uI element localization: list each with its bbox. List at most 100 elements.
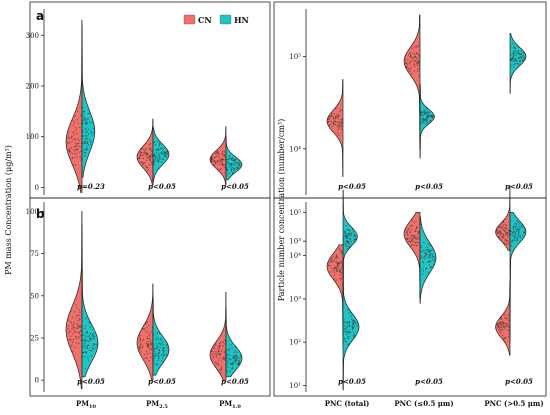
- data-point: [333, 260, 335, 262]
- data-point: [165, 155, 167, 157]
- data-point: [94, 347, 96, 349]
- data-point: [414, 59, 417, 61]
- p-value-a-right-2: p<0.05: [505, 182, 533, 191]
- data-point: [217, 352, 220, 355]
- data-point: [234, 162, 237, 165]
- data-point: [78, 151, 80, 154]
- data-point: [428, 250, 431, 253]
- data-point: [78, 325, 80, 327]
- data-point: [158, 153, 160, 155]
- data-point: [232, 363, 234, 365]
- data-point: [231, 364, 234, 366]
- data-point: [66, 141, 69, 144]
- data-point: [75, 335, 77, 338]
- data-point: [430, 115, 433, 118]
- data-point: [76, 156, 79, 158]
- data-point: [224, 167, 226, 169]
- data-point: [423, 109, 426, 111]
- data-point: [419, 118, 421, 120]
- data-point: [158, 356, 160, 358]
- data-point: [411, 225, 413, 227]
- data-point: [82, 119, 85, 121]
- data-point: [423, 113, 425, 116]
- data-point: [77, 110, 79, 113]
- data-point: [157, 355, 159, 357]
- legend: CN HN: [183, 14, 249, 25]
- data-point: [69, 330, 71, 333]
- data-point: [161, 343, 163, 345]
- data-point: [422, 119, 424, 121]
- data-point: [93, 338, 95, 341]
- data-point: [338, 271, 341, 273]
- data-point: [424, 257, 426, 260]
- data-point: [337, 126, 339, 128]
- data-point: [514, 237, 516, 240]
- data-point: [220, 350, 223, 353]
- data-point: [75, 145, 77, 148]
- data-point: [74, 150, 76, 152]
- data-point: [150, 161, 152, 164]
- data-point: [87, 347, 89, 350]
- data-point: [226, 161, 229, 164]
- data-point: [501, 236, 504, 238]
- data-point: [431, 258, 433, 261]
- data-point: [430, 244, 432, 247]
- data-point: [332, 122, 334, 125]
- data-point: [505, 322, 507, 324]
- data-point: [160, 360, 163, 362]
- data-point: [512, 228, 515, 230]
- data-point: [409, 68, 412, 71]
- data-point: [85, 122, 87, 124]
- data-point: [497, 229, 500, 232]
- data-point: [415, 63, 418, 65]
- data-point: [496, 231, 498, 234]
- data-point: [329, 260, 332, 262]
- data-point: [153, 350, 156, 352]
- data-point: [78, 331, 80, 333]
- data-point: [154, 355, 157, 357]
- data-point: [76, 148, 79, 150]
- data-point: [339, 278, 341, 280]
- data-point: [226, 353, 228, 355]
- data-point: [83, 142, 86, 145]
- data-point: [141, 154, 143, 156]
- data-point: [345, 225, 347, 227]
- data-point: [140, 344, 142, 347]
- data-point: [500, 223, 502, 225]
- data-point: [69, 151, 72, 153]
- data-point: [157, 167, 160, 170]
- data-point: [353, 331, 355, 334]
- data-point: [418, 56, 421, 58]
- data-point: [331, 258, 333, 261]
- data-point: [335, 260, 337, 262]
- data-point: [232, 360, 234, 363]
- data-point: [139, 349, 141, 352]
- data-point: [235, 359, 237, 362]
- data-point: [78, 342, 80, 344]
- data-point: [332, 260, 334, 263]
- data-point: [84, 325, 87, 327]
- data-point: [425, 249, 427, 251]
- data-point: [415, 220, 417, 223]
- data-point: [414, 230, 416, 233]
- data-point: [79, 324, 81, 327]
- data-point: [156, 346, 159, 348]
- data-point: [77, 315, 79, 317]
- data-point: [79, 318, 81, 320]
- violin-a-left-CN-0: [65, 19, 83, 193]
- data-point: [333, 274, 335, 277]
- data-point: [330, 126, 333, 128]
- data-point: [80, 339, 82, 342]
- violin-b-right-HN-0: [342, 263, 360, 391]
- data-point: [414, 242, 417, 244]
- points-a-right-HN-0: [342, 225, 357, 250]
- data-point: [148, 345, 150, 347]
- data-point: [423, 241, 425, 244]
- data-point: [72, 350, 74, 353]
- data-point: [150, 347, 152, 349]
- data-point: [148, 349, 151, 351]
- data-point: [346, 326, 348, 328]
- data-point: [75, 129, 77, 131]
- data-point: [426, 117, 429, 120]
- data-point: [499, 321, 501, 324]
